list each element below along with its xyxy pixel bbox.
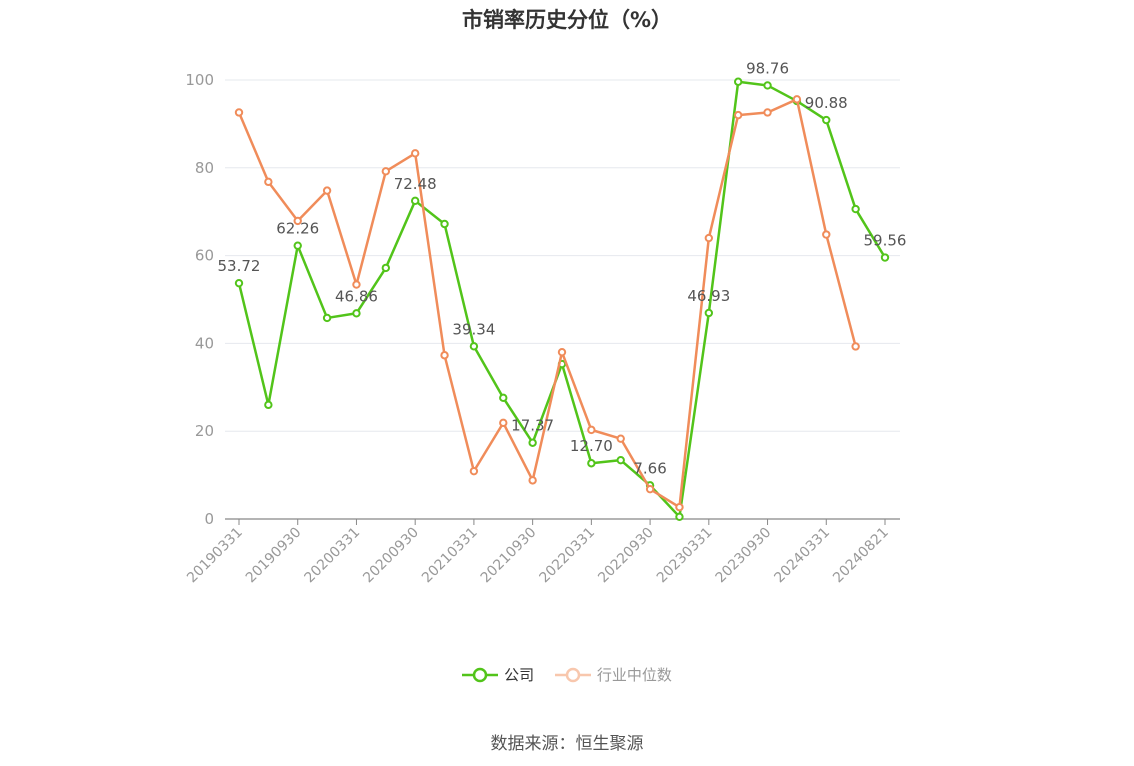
industry-data-point bbox=[763, 108, 772, 117]
legend-label-company: 公司 bbox=[504, 666, 535, 684]
industry-data-point bbox=[469, 466, 479, 476]
industry-data-point bbox=[616, 434, 625, 443]
company-data-label: 12.70 bbox=[570, 437, 613, 455]
industry-data-point bbox=[675, 502, 684, 512]
company-data-point bbox=[822, 115, 831, 125]
industry-data-point bbox=[587, 425, 596, 435]
legend-company-line-icon bbox=[462, 667, 499, 682]
company-data-point bbox=[352, 309, 361, 318]
company-data-label: 62.26 bbox=[276, 220, 319, 238]
company-data-label: 46.93 bbox=[687, 287, 730, 305]
company-data-point bbox=[410, 196, 420, 206]
industry-data-point bbox=[645, 484, 655, 494]
x-tick-label: 20200930 bbox=[360, 525, 422, 587]
industry-data-point bbox=[440, 351, 449, 360]
company-data-point bbox=[733, 77, 743, 86]
company-data-point bbox=[264, 400, 273, 410]
y-tick-label: 100 bbox=[185, 71, 214, 89]
industry-data-point bbox=[851, 342, 860, 351]
y-tick-label: 20 bbox=[195, 422, 214, 440]
data-labels: 53.72 62.26 46.86 72.48 39.34 17.37 12.70 7.66 4… bbox=[218, 59, 907, 477]
x-tick-label: 20210331 bbox=[419, 525, 481, 587]
grid-lines bbox=[225, 79, 900, 432]
y-tick-label: 0 bbox=[204, 510, 214, 528]
company-data-label: 59.56 bbox=[864, 232, 907, 250]
axes: 0 20 40 60 80 100 2019033120190930202003312020… bbox=[184, 71, 900, 586]
industry-data-point bbox=[322, 186, 332, 195]
company-data-label: 7.66 bbox=[633, 459, 666, 477]
company-data-point bbox=[440, 219, 449, 229]
x-tick-label: 20230331 bbox=[654, 525, 716, 587]
chart-title: 市销率历史分位（%） bbox=[461, 8, 673, 32]
x-tick-label: 20240821 bbox=[830, 525, 892, 587]
x-tick-label: 20200331 bbox=[302, 525, 364, 587]
industry-data-point bbox=[352, 280, 361, 289]
industry-data-point bbox=[499, 418, 508, 428]
industry-data-point bbox=[264, 177, 273, 187]
company-data-point bbox=[880, 253, 890, 262]
x-tick-label: 20220331 bbox=[536, 525, 598, 587]
company-data-label: 98.76 bbox=[746, 59, 789, 77]
y-tick-label: 40 bbox=[195, 334, 214, 352]
legend-industry-line-icon bbox=[554, 667, 591, 682]
x-tick-label: 20190331 bbox=[184, 525, 246, 587]
company-data-label: 72.48 bbox=[394, 175, 437, 193]
x-tick-label: 20220930 bbox=[595, 525, 657, 587]
company-data-point bbox=[234, 278, 244, 288]
source-note: 数据来源：恒生聚源 bbox=[490, 734, 644, 754]
company-data-label: 46.86 bbox=[335, 287, 378, 305]
company-data-point bbox=[763, 81, 772, 90]
company-data-label: 39.34 bbox=[452, 320, 495, 338]
company-data-point bbox=[587, 459, 596, 468]
company-data-point bbox=[675, 512, 684, 522]
legend-item-industry[interactable]: 行业中位数 bbox=[554, 664, 672, 685]
company-data-point bbox=[851, 204, 860, 214]
series-lines bbox=[234, 77, 890, 522]
company-data-point bbox=[704, 308, 714, 318]
industry-series-line bbox=[237, 98, 857, 509]
industry-data-point bbox=[733, 110, 743, 120]
industry-data-point bbox=[557, 347, 567, 357]
industry-data-point bbox=[293, 216, 302, 226]
y-tick-label: 80 bbox=[195, 159, 214, 177]
x-tick-label: 20210930 bbox=[478, 525, 540, 587]
industry-data-point bbox=[792, 95, 802, 104]
industry-data-point bbox=[528, 476, 537, 485]
company-data-point bbox=[469, 342, 479, 351]
company-data-label: 17.37 bbox=[511, 417, 554, 435]
company-data-point bbox=[381, 263, 391, 273]
company-data-label: 53.72 bbox=[218, 257, 261, 275]
x-tick-label: 20240331 bbox=[771, 525, 833, 587]
x-tick-label: 20190930 bbox=[243, 525, 305, 587]
industry-data-point bbox=[704, 233, 714, 243]
company-data-point bbox=[322, 313, 332, 323]
company-data-point bbox=[616, 455, 625, 465]
legend-label-industry: 行业中位数 bbox=[596, 666, 672, 684]
x-tick-label: 20230930 bbox=[713, 525, 775, 587]
y-tick-label: 60 bbox=[195, 247, 214, 265]
industry-data-point bbox=[381, 167, 391, 176]
industry-data-point bbox=[822, 230, 831, 239]
legend: 公司 行业中位数 bbox=[0, 664, 1134, 689]
company-data-label: 90.88 bbox=[805, 94, 848, 112]
company-data-point bbox=[528, 438, 537, 447]
legend-item-company[interactable]: 公司 bbox=[462, 664, 534, 685]
company-data-point bbox=[293, 241, 302, 250]
industry-data-point bbox=[234, 108, 244, 117]
company-data-point bbox=[499, 393, 508, 403]
industry-data-point bbox=[410, 149, 420, 158]
